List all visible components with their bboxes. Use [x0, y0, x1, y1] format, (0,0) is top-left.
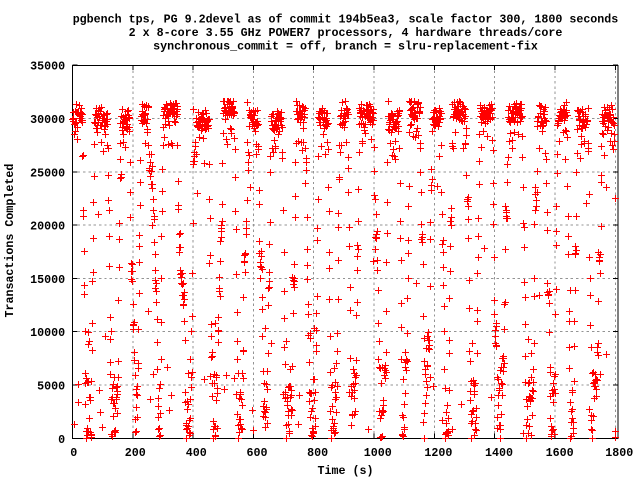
svg-text:600: 600: [247, 446, 268, 460]
svg-text:synchronous_commit = off, bran: synchronous_commit = off, branch = slru-…: [153, 40, 538, 54]
svg-text:0: 0: [70, 446, 77, 460]
svg-text:1800: 1800: [605, 446, 633, 460]
svg-text:1400: 1400: [485, 446, 513, 460]
svg-text:5000: 5000: [37, 380, 65, 394]
svg-text:10000: 10000: [30, 326, 65, 340]
svg-text:30000: 30000: [30, 113, 65, 127]
svg-text:Transactions Completed: Transactions Completed: [3, 164, 17, 318]
svg-text:200: 200: [125, 446, 146, 460]
svg-text:35000: 35000: [30, 60, 65, 74]
svg-text:15000: 15000: [30, 273, 65, 287]
svg-text:Time (s): Time (s): [318, 464, 374, 478]
svg-text:pgbench tps, PG 9.2devel as of: pgbench tps, PG 9.2devel as of commit 19…: [73, 13, 619, 27]
svg-text:20000: 20000: [30, 220, 65, 234]
svg-text:400: 400: [186, 446, 207, 460]
svg-text:800: 800: [307, 446, 328, 460]
svg-text:25000: 25000: [30, 166, 65, 180]
svg-text:1600: 1600: [546, 446, 574, 460]
svg-text:1200: 1200: [424, 446, 452, 460]
svg-text:1000: 1000: [364, 446, 392, 460]
svg-text:0: 0: [58, 433, 65, 447]
svg-text:2 x 8-core 3.55 GHz POWER7 pro: 2 x 8-core 3.55 GHz POWER7 processors, 4…: [129, 26, 563, 40]
